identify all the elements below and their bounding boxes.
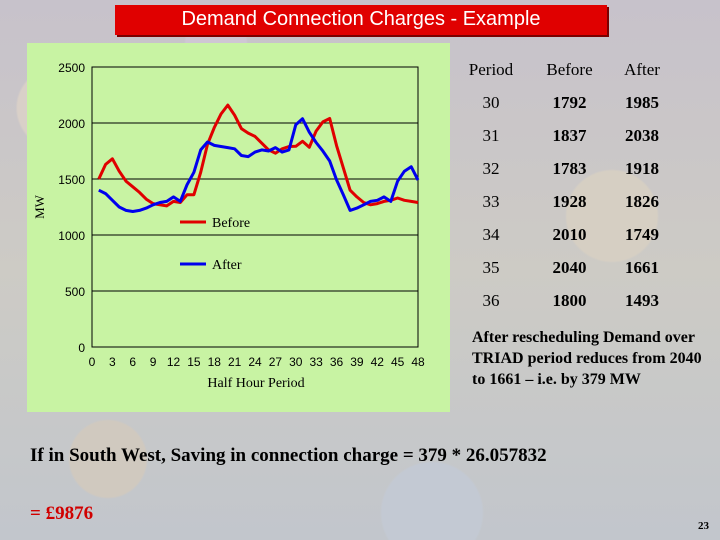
cell-before: 1800 <box>552 290 587 310</box>
x-tick-label: 12 <box>167 355 181 369</box>
x-tick-label: 18 <box>208 355 222 369</box>
cell-period: 34 <box>482 224 500 244</box>
cell-period: 32 <box>482 158 500 178</box>
cell-period: 30 <box>482 92 500 112</box>
x-tick-label: 6 <box>129 355 136 369</box>
period-table: Period Before After 30 1792 1985 31 1837 2038… <box>455 53 672 317</box>
x-tick-label: 30 <box>289 355 303 369</box>
cell-after: 1749 <box>625 224 659 244</box>
table-row: 36 1800 1493 <box>455 284 672 317</box>
cell-after: 1918 <box>625 158 659 178</box>
cell-period: 36 <box>482 290 500 310</box>
saving-total: = £9876 <box>30 503 94 524</box>
cell-after: 1661 <box>625 257 659 277</box>
x-tick-label: 45 <box>391 355 405 369</box>
cell-period: 31 <box>482 125 500 145</box>
cell-before: 1837 <box>552 125 587 145</box>
x-tick-label: 33 <box>309 355 323 369</box>
cell-before: 1792 <box>552 92 587 112</box>
table-row: 31 1837 2038 <box>455 119 672 152</box>
legend-label-after: After <box>212 258 242 273</box>
title-bar: Demand Connection Charges - Example <box>115 5 607 35</box>
page-number: 23 <box>698 520 709 532</box>
y-axis-label: MW <box>32 194 47 219</box>
x-tick-label: 42 <box>371 355 385 369</box>
x-tick-label: 15 <box>187 355 201 369</box>
plot-area <box>91 66 419 348</box>
cell-after: 1826 <box>625 191 659 211</box>
header-after: After <box>624 59 660 79</box>
table-row: 35 2040 1661 <box>455 251 672 284</box>
table-header-row: Period Before After <box>455 53 672 86</box>
cell-before: 2040 <box>552 257 587 277</box>
x-tick-label: 0 <box>89 355 96 369</box>
table-row: 34 2010 1749 <box>455 218 672 251</box>
cell-after: 1985 <box>625 92 659 112</box>
saving-text: If in South West, Saving in connection c… <box>30 445 547 466</box>
table-row: 30 1792 1985 <box>455 86 672 119</box>
legend-label-before: Before <box>212 216 250 231</box>
y-tick-label: 2000 <box>58 117 85 131</box>
y-tick-label: 500 <box>65 285 85 299</box>
y-tick-label: 0 <box>78 341 85 355</box>
cell-before: 1928 <box>552 191 587 211</box>
cell-before: 1783 <box>552 158 587 178</box>
series-line-after <box>98 117 420 213</box>
x-tick-label: 36 <box>330 355 344 369</box>
note-text: After rescheduling Demand over TRIAD per… <box>472 329 702 388</box>
table-row: 33 1928 1826 <box>455 185 672 218</box>
x-tick-label: 9 <box>150 355 157 369</box>
table-row: 32 1783 1918 <box>455 152 672 185</box>
cell-period: 35 <box>482 257 500 277</box>
header-before: Before <box>546 59 593 79</box>
y-tick-label: 1000 <box>58 229 85 243</box>
x-tick-label: 27 <box>269 355 283 369</box>
x-tick-label: 21 <box>228 355 242 369</box>
y-tick-label: 2500 <box>58 61 85 75</box>
cell-period: 33 <box>482 191 500 211</box>
x-tick-label: 3 <box>109 355 116 369</box>
x-tick-label: 48 <box>411 355 425 369</box>
y-tick-label: 1500 <box>58 173 85 187</box>
cell-before: 2010 <box>552 224 587 244</box>
cell-after: 1493 <box>625 290 659 310</box>
x-tick-label: 39 <box>350 355 364 369</box>
page-title: Demand Connection Charges - Example <box>181 8 541 30</box>
header-period: Period <box>468 59 514 79</box>
x-tick-label: 24 <box>248 355 262 369</box>
x-axis-label: Half Hour Period <box>207 376 304 391</box>
cell-after: 2038 <box>625 125 659 145</box>
